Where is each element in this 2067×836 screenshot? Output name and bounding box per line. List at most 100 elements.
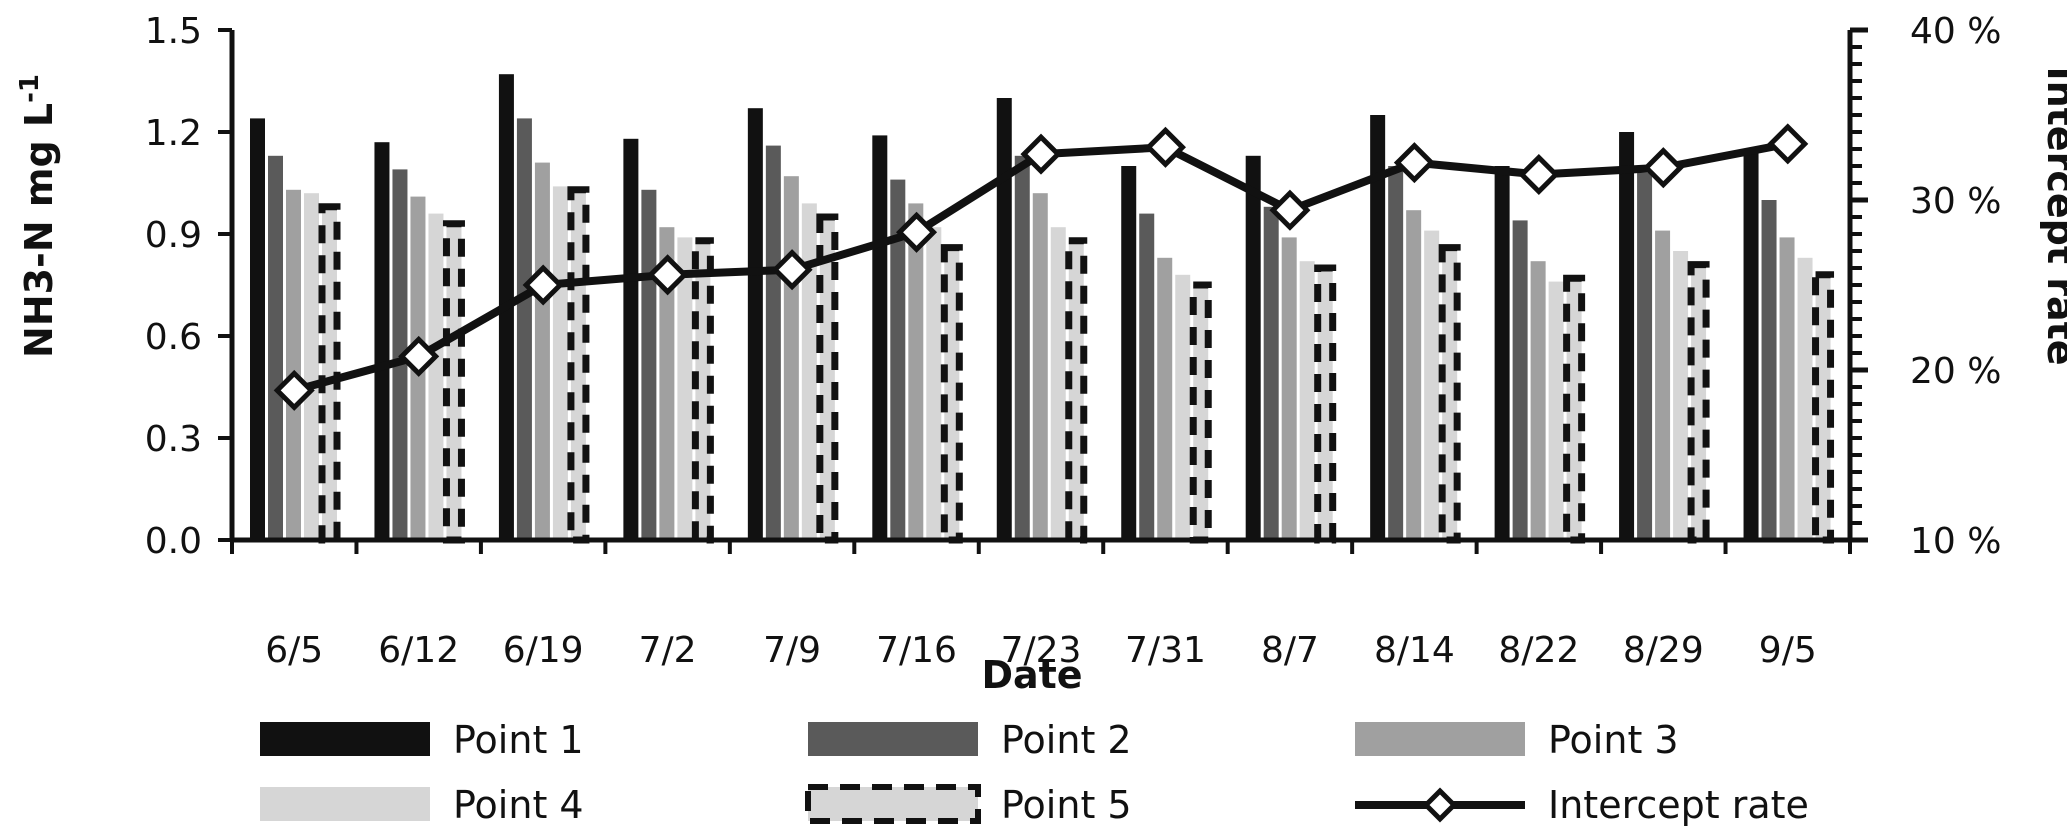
bar-point-3-7-9 (783, 176, 799, 540)
bar-point-1-8-7 (1245, 155, 1261, 541)
legend-swatch-point-2 (808, 722, 978, 756)
legend-swatch-point-3 (1355, 722, 1525, 756)
bar-point-1-7-16 (872, 135, 888, 540)
bar-point-1-8-22 (1494, 166, 1510, 540)
bar-point-2-7-2 (641, 189, 657, 541)
bar-point-2-8-22 (1512, 220, 1528, 540)
bar-point-1-7-9 (747, 108, 763, 540)
bar-point-2-7-16 (890, 179, 906, 540)
bar-point-5-8-22 (1563, 274, 1586, 544)
legend-label: Point 1 (453, 718, 584, 762)
x-tick-label: 8/14 (1374, 630, 1455, 671)
bar-point-2-8-7 (1263, 206, 1279, 541)
bar-point-4-7-9 (801, 203, 817, 540)
x-axis-title: Date (981, 653, 1082, 697)
bar-point-2-6-5 (268, 155, 283, 541)
bar-point-5-7-16 (940, 244, 963, 544)
bar-point-3-7-31 (1157, 257, 1173, 540)
legend: Point 1 Point 2 Point 3 Point 4 Point 5 Inter… (260, 718, 1809, 827)
bar-point-4-8-14 (1424, 230, 1440, 540)
bar-point-3-6-5 (286, 189, 301, 541)
bar-point-5-8-29 (1687, 261, 1710, 544)
y2-tick-label: 40 % (1910, 11, 2001, 52)
intercept-rate-marker (1269, 189, 1311, 231)
x-tick-label: 7/2 (639, 630, 697, 671)
bar-point-4-7-16 (926, 227, 942, 540)
legend-label: Point 5 (1001, 783, 1132, 827)
bar-point-4-6-19 (552, 186, 568, 540)
y-tick-label: 0.6 (145, 317, 202, 358)
bar-point-4-7-31 (1175, 274, 1191, 540)
y2-tick-label: 10 % (1910, 521, 2001, 562)
bar-point-3-8-14 (1406, 210, 1422, 540)
bar-point-1-6-12 (374, 142, 390, 540)
bar-point-3-7-23 (1032, 193, 1048, 540)
x-tick-label: 7/31 (1125, 630, 1206, 671)
legend-swatch-point-5 (805, 784, 981, 824)
bar-point-4-8-7 (1299, 261, 1315, 540)
bar-point-4-7-2 (677, 237, 693, 540)
bar-point-5-8-14 (1438, 244, 1461, 544)
bar-point-3-8-29 (1655, 230, 1671, 540)
intercept-rate-marker (1020, 133, 1062, 175)
x-tick-label: 6/12 (378, 630, 459, 671)
bar-point-2-7-9 (765, 145, 781, 540)
legend-label: Intercept rate (1548, 783, 1809, 827)
bar-point-5-7-31 (1189, 281, 1212, 544)
bar-point-3-8-22 (1530, 261, 1546, 540)
x-tick-label: 7/9 (763, 630, 821, 671)
y-tick-label: 1.5 (145, 11, 202, 52)
bar-point-2-9-5 (1761, 200, 1777, 540)
x-tick-label: 6/19 (503, 630, 584, 671)
legend-swatch-point-1 (260, 722, 430, 756)
bar-point-1-6-5 (250, 118, 265, 541)
intercept-rate-marker (771, 249, 813, 291)
intercept-rate-marker (896, 211, 938, 253)
bar-point-2-7-31 (1139, 213, 1155, 540)
bar-point-1-7-31 (1121, 166, 1137, 540)
legend-label: Point 4 (453, 783, 584, 827)
bar-point-1-9-5 (1743, 149, 1759, 540)
bar-point-5-7-9 (816, 213, 839, 544)
intercept-rate-marker (1144, 126, 1186, 168)
bar-point-4-7-23 (1050, 227, 1066, 540)
bar-point-3-7-16 (908, 203, 924, 540)
bar-point-3-8-7 (1281, 237, 1297, 540)
axes-layer: 6/5 6/12 6/19 7/2 7/9 7/16 7/23 7/31 8/7 8/14 8/22… (145, 11, 2002, 671)
intercept-rate-marker (398, 335, 440, 377)
intercept-rate-marker (522, 264, 564, 306)
y-tick-label: 0.3 (145, 419, 202, 460)
bar-point-3-9-5 (1779, 237, 1795, 540)
bar-point-5-6-12 (442, 220, 465, 544)
x-tick-label: 6/5 (265, 630, 323, 671)
bar-point-5-6-19 (567, 186, 590, 544)
y2-axis-title: Intercept rate (2039, 66, 2067, 365)
bar-point-1-7-23 (996, 98, 1012, 540)
legend-swatch-point-4 (260, 787, 430, 821)
legend-marker-intercept-rate (1422, 787, 1458, 823)
bar-point-5-7-23 (1065, 237, 1088, 544)
y-tick-label: 0.0 (145, 521, 202, 562)
bar-point-2-8-14 (1388, 166, 1404, 540)
bar-point-4-6-12 (428, 213, 444, 540)
bar-point-5-8-7 (1314, 264, 1337, 544)
bar-point-3-7-2 (659, 227, 675, 540)
intercept-rate-marker (1642, 147, 1684, 189)
intercept-rate-marker (1518, 153, 1560, 196)
bar-point-4-8-29 (1673, 251, 1689, 540)
intercept-rate-marker (647, 254, 689, 296)
x-tick-label: 9/5 (1759, 630, 1817, 671)
bar-point-5-6-5 (318, 203, 341, 544)
intercept-rate-marker (1767, 123, 1809, 165)
intercept-rate-marker (273, 369, 315, 411)
intercept-line-layer (273, 123, 1809, 411)
bar-point-4-6-5 (304, 193, 319, 540)
bar-point-1-8-29 (1619, 132, 1635, 540)
y-axis-title: NH3-N mg L-1 (15, 74, 61, 358)
bar-point-5-9-5 (1812, 271, 1835, 544)
bar-point-3-6-19 (534, 162, 550, 540)
y2-tick-label: 30 % (1910, 181, 2001, 222)
bar-point-5-7-2 (691, 237, 714, 544)
y-tick-label: 1.2 (145, 113, 202, 154)
